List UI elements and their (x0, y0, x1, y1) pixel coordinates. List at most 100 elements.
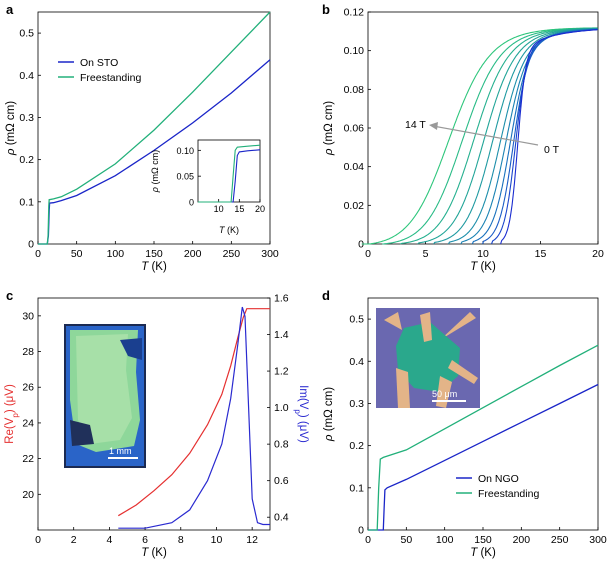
panel-a-legend: On STO Freestanding (58, 57, 141, 84)
y-tick-label: 0.1 (19, 196, 34, 208)
x-tick-label: 12 (246, 534, 258, 546)
y-tick-label: 0.10 (344, 45, 365, 57)
y-right-tick-label: 0.4 (274, 512, 289, 524)
y-right-tick-label: 1.6 (274, 293, 289, 305)
series-line-freestanding-d (368, 344, 599, 531)
x-axis-label: T (K) (470, 261, 496, 273)
y-left-tick-label: 24 (22, 417, 34, 429)
legend-label-freestanding-d: Freestanding (478, 488, 539, 500)
x-tick-label: 0 (35, 248, 41, 260)
y-axis-label: ρ (mΩ cm) (323, 101, 335, 156)
y-tick-label: 0.04 (344, 161, 365, 173)
panel-label-b: b (322, 2, 330, 17)
y-tick-label: 0.5 (349, 314, 364, 326)
y-left-tick-label: 30 (22, 310, 34, 322)
x-tick-label: 0 (35, 534, 41, 546)
y-tick-label: 0.08 (344, 84, 365, 96)
x-tick-label: 15 (234, 204, 244, 214)
x-tick-label: 200 (513, 534, 531, 546)
x-tick-label: 0 (365, 534, 371, 546)
y-tick-label: 0.2 (349, 440, 364, 452)
panel-label-c: c (6, 288, 13, 303)
series-line-re (117, 308, 270, 517)
panel-d-legend: On NGO Freestanding (456, 473, 539, 500)
x-tick-label: 0 (365, 248, 371, 260)
series-line-im (118, 306, 270, 529)
panel-c-chart: 0 2 4 6 8 10 122022242628300.40.60.81.01.21.41… (4, 293, 309, 560)
x-tick-label: 4 (106, 534, 112, 546)
y-axis-label: ρ (mΩ cm) (150, 150, 160, 193)
y-right-tick-label: 1.2 (274, 366, 289, 378)
scale-bar-1mm-label: 1 mm (109, 446, 132, 456)
x-tick-label: 50 (71, 248, 83, 260)
sample-photo-c: 1 mm (64, 324, 146, 468)
scale-bar-50um-label: 50 μm (432, 389, 457, 399)
sample-photo-d: 50 μm (376, 308, 480, 408)
y-right-tick-label: 1.0 (274, 402, 289, 414)
y-tick-label: 0 (358, 239, 364, 251)
x-tick-label: 20 (255, 204, 265, 214)
x-tick-label: 100 (107, 248, 125, 260)
y-tick-label: 0.06 (344, 123, 365, 135)
annotation-14t: 14 T (405, 119, 426, 131)
plot-frame (37, 297, 271, 531)
x-tick-label: 250 (223, 248, 241, 260)
x-tick-label: 10 (211, 534, 223, 546)
panel-d-chart: 0 50 100 150 200 250 300 0 0.1 0.2 0.3 0.4 0.5 T (K) ρ… (323, 297, 607, 559)
x-tick-label: 100 (436, 534, 454, 546)
x-tick-label: 150 (145, 248, 163, 260)
legend-label-on-sto: On STO (80, 57, 118, 69)
y-tick-label: 0.02 (344, 200, 365, 212)
field-arrow (432, 125, 539, 146)
y-tick-label: 0 (28, 239, 34, 251)
panel-a-inset: 10 15 20 0 0.05 0.10 T (K) ρ (mΩ cm) (150, 139, 265, 235)
x-tick-label: 250 (551, 534, 569, 546)
x-tick-label: 10 (477, 248, 489, 260)
scale-bar-50um (432, 400, 466, 402)
x-axis-label: T (K) (141, 547, 167, 559)
x-tick-label: 8 (178, 534, 184, 546)
legend-label-freestanding: Freestanding (80, 72, 141, 84)
inset-series-line-1 (198, 144, 261, 203)
y-left-axis-label: Re(Vp) (μV) (4, 384, 20, 444)
field-curve (433, 28, 597, 245)
field-curve (417, 27, 597, 245)
y-tick-label: 0.4 (19, 70, 34, 82)
inset-series-line-0 (198, 149, 261, 203)
panel-label-a: a (6, 2, 14, 17)
x-tick-label: 2 (71, 534, 77, 546)
x-axis-label: T (K) (470, 547, 496, 559)
series-line-on-ngo (368, 383, 599, 531)
y-tick-label: 0.5 (19, 28, 34, 40)
x-tick-label: 300 (261, 248, 279, 260)
y-axis-label: ρ (mΩ cm) (5, 101, 17, 156)
x-tick-label: 10 (214, 204, 224, 214)
field-arrow-head (429, 122, 438, 130)
field-curve (382, 27, 598, 245)
annotation-0t: 0 T (544, 144, 560, 156)
x-tick-label: 200 (184, 248, 202, 260)
panel-b-chart: 0 5 10 15 20 0 0.02 0.04 0.06 0.08 0.10 0.12 T (K) ρ … (323, 7, 604, 274)
field-curve (361, 27, 598, 245)
y-tick-label: 0.10 (176, 146, 194, 156)
x-tick-label: 5 (423, 248, 429, 260)
y-tick-label: 0.2 (19, 154, 34, 166)
y-left-tick-label: 26 (22, 382, 34, 394)
series-line-freestanding (38, 11, 271, 245)
x-axis-label: T (K) (141, 261, 167, 273)
panel-label-d: d (322, 288, 330, 303)
y-tick-label: 0.4 (349, 356, 364, 368)
scale-bar-1mm (108, 457, 138, 459)
panel-b-annotation: 14 T 0 T (405, 119, 560, 156)
x-axis-label: T (K) (219, 225, 239, 235)
y-right-axis-label: Im(Vp) (μV) (294, 385, 310, 443)
y-left-tick-label: 20 (22, 489, 34, 501)
plot-frame (367, 11, 599, 245)
legend-label-on-ngo: On NGO (478, 473, 519, 485)
field-curve (500, 29, 598, 245)
y-left-tick-label: 28 (22, 346, 34, 358)
y-left-tick-label: 22 (22, 453, 34, 465)
y-right-tick-label: 0.6 (274, 475, 289, 487)
x-tick-label: 20 (592, 248, 604, 260)
